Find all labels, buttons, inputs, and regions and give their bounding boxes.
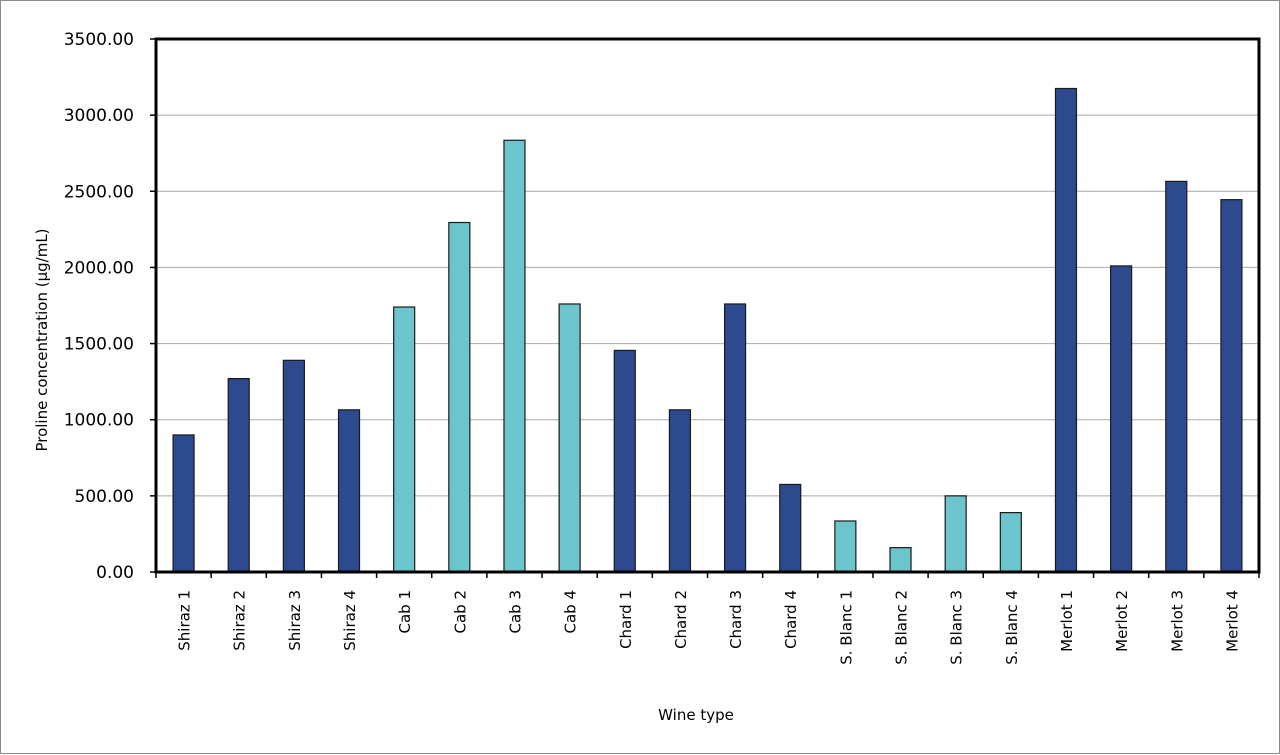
x-tick-labels: Shiraz 1 Shiraz 2 Shiraz 3 Shiraz 4 Cab 1 Cab… [176, 590, 1242, 665]
x-tick-label: Chard 4 [782, 590, 800, 649]
y-tick-label: 0.00 [96, 563, 134, 583]
y-tick-labels: 0.00 500.00 1000.00 1500.00 2000.00 2500.00 30… [64, 30, 134, 583]
y-tick-label: 3500.00 [64, 30, 134, 50]
x-tick-label: Merlot 3 [1168, 590, 1186, 652]
bar-chard-4 [779, 483, 802, 573]
axes [150, 37, 1261, 578]
gridlines [156, 114, 1259, 497]
x-tick-label: Merlot 4 [1223, 590, 1241, 652]
bar-cab-4 [558, 303, 581, 573]
x-tick-label: Shiraz 4 [341, 590, 359, 651]
x-tick-label: S. Blanc 1 [837, 590, 855, 665]
x-tick-label: Cab 2 [451, 590, 469, 634]
x-tick-label: Cab 1 [396, 590, 414, 634]
x-tick-label: Chard 2 [672, 590, 690, 649]
bar-s-blanc-1 [834, 520, 857, 573]
bar-s-blanc-4 [999, 512, 1022, 573]
bar-chard-2 [668, 409, 692, 573]
x-tick-label: Chard 1 [617, 590, 635, 649]
x-tick-label: S. Blanc 3 [948, 590, 966, 665]
bar-shiraz-3 [282, 359, 305, 573]
bar-shiraz-1 [172, 434, 195, 573]
y-tick-label: 3000.00 [64, 106, 134, 126]
x-tick-label: Cab 3 [506, 590, 524, 634]
bar-merlot-1 [1054, 87, 1078, 573]
y-tick-label: 1500.00 [64, 335, 134, 355]
bar-chard-1 [613, 349, 636, 573]
x-tick-label: S. Blanc 2 [893, 590, 911, 665]
x-tick-label: Shiraz 2 [231, 590, 249, 651]
y-tick-label: 2500.00 [64, 182, 134, 202]
x-tick-label: Shiraz 3 [286, 590, 304, 651]
bar-cab-1 [393, 306, 416, 573]
x-tick-label: Merlot 2 [1113, 590, 1131, 652]
y-tick-label: 500.00 [75, 487, 134, 507]
bar-s-blanc-3 [944, 495, 967, 573]
bar-merlot-2 [1110, 265, 1133, 573]
bar-s-blanc-2 [889, 547, 912, 573]
y-tick-label: 2000.00 [64, 258, 134, 278]
x-tick-label: Cab 4 [562, 590, 580, 634]
x-tick-label: S. Blanc 4 [1003, 590, 1021, 665]
bar-merlot-3 [1165, 180, 1188, 573]
x-tick-label: Merlot 1 [1058, 590, 1076, 652]
bar-cab-2 [448, 221, 471, 573]
bar-chard-3 [723, 303, 747, 573]
bars [172, 87, 1243, 573]
bar-shiraz-4 [337, 409, 361, 573]
bar-shiraz-2 [227, 377, 250, 573]
plot-frame [154, 37, 1261, 574]
x-tick-label: Shiraz 1 [176, 590, 194, 651]
y-axis-title: Proline concentration (μg/mL) [33, 228, 51, 451]
x-axis-title: Wine type [658, 706, 734, 724]
x-tick-label: Chard 3 [727, 590, 745, 649]
y-tick-label: 1000.00 [64, 411, 134, 431]
bar-cab-3 [503, 139, 526, 573]
bar-merlot-4 [1220, 199, 1243, 573]
